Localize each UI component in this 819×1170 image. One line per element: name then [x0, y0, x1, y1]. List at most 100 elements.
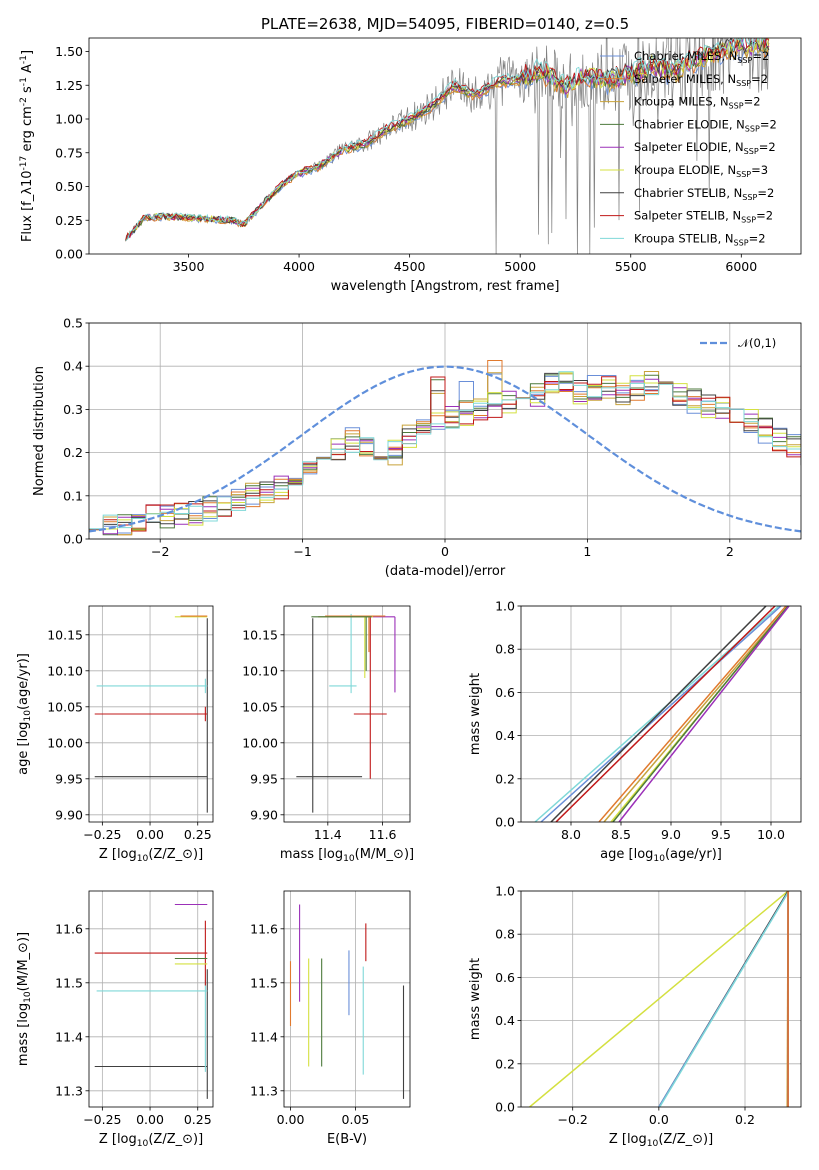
axis-frame	[283, 890, 411, 1108]
label-fragment: =2	[752, 49, 769, 63]
label-fragment: (Z/Z_⊙)]	[658, 1132, 713, 1147]
label-fragment: mass weight	[468, 673, 483, 755]
x-tick-label: 4500	[394, 259, 426, 274]
label-fragment: E(B-V)	[327, 1132, 367, 1147]
axes: 0.00 0.05 11.3 11.4 11.5 11.6 E(B-V)	[250, 890, 411, 1147]
label-fragment: (M/M_⊙)]	[355, 847, 414, 862]
x-tick-label: 0.05	[342, 1112, 370, 1127]
label-fragment: =2	[760, 117, 777, 131]
plot-area	[289, 904, 405, 1099]
weight-line	[555, 606, 776, 822]
grid-lines	[284, 606, 410, 822]
label-fragment: s	[20, 86, 35, 97]
weight-line	[598, 606, 787, 822]
y-tick-label: 0.4	[63, 359, 83, 374]
label-fragment: Normed distribution	[32, 366, 47, 496]
model-spectrum-line	[125, 38, 769, 241]
label-fragment: SSP	[729, 102, 744, 111]
errorbar-point	[94, 920, 208, 986]
legend-entry: 𝒩(0,1)	[738, 336, 776, 350]
x-tick-label: 0	[441, 544, 449, 559]
y-tick-label: 11.4	[55, 1029, 83, 1044]
grid-lines	[89, 891, 213, 1107]
label-fragment: 10	[137, 1139, 149, 1149]
y-tick-label: 0.3	[63, 402, 83, 417]
errorbar-point	[325, 615, 386, 653]
label-fragment: 10	[137, 854, 149, 864]
y-tick-label: 0.0	[63, 532, 83, 547]
legend-entry: Chabrier ELODIE, NSSP=2	[634, 117, 777, 133]
y-axis-label: Normed distribution	[32, 366, 47, 496]
x-tick-label: 0.0	[649, 1112, 669, 1127]
axis-frame	[283, 605, 411, 823]
y-tick-label: 1.0	[495, 884, 515, 899]
y-tick-label: 0.5	[63, 316, 83, 331]
axis-frame	[88, 322, 802, 540]
axes: 11.4 11.6 9.90 9.95 10.00 10.05 10.10 10.15 mass…	[242, 605, 414, 864]
x-tick-label: 8.5	[611, 827, 631, 842]
y-tick-label: 0.0	[495, 1100, 515, 1115]
y-tick-label: 0.50	[55, 179, 83, 194]
label-fragment: Kroupa MILES, N	[634, 95, 729, 109]
y-tick-label: 0.75	[55, 145, 83, 160]
label-fragment: mass [log	[16, 1003, 31, 1066]
y-axis-label: mass [log10(M/M_⊙)]	[16, 932, 33, 1066]
y-tick-label: 0.6	[495, 685, 515, 700]
label-fragment: 10	[343, 854, 355, 864]
x-tick-label: 0.00	[136, 827, 164, 842]
y-tick-label: 0.0	[495, 815, 515, 830]
label-fragment: 𝒩(0,1)	[738, 336, 776, 350]
label-fragment: 10	[653, 854, 665, 864]
x-tick-label: 1	[583, 544, 591, 559]
x-tick-label: 4000	[283, 259, 315, 274]
x-tick-label: 5500	[615, 259, 647, 274]
x-tick-label: −2	[151, 544, 169, 559]
axes: −2 −1 0 1 2 0.0 0.1 0.2 0.3 0.4 0.5 (data-model)/er…	[32, 316, 802, 579]
errorbar-point	[96, 980, 208, 1072]
label-fragment: Chabrier STELIB, N	[634, 186, 742, 200]
errorbar-point	[353, 616, 387, 779]
y-axis-label: mass weight	[468, 958, 483, 1040]
figure-title: PLATE=2638, MJD=54095, FIBERID=0140, z=0…	[261, 15, 629, 33]
label-fragment: =2	[759, 140, 776, 154]
errorbar-point	[296, 618, 363, 813]
label-fragment: 10	[23, 991, 33, 1003]
label-fragment: (M/M_⊙)]	[16, 932, 31, 991]
axes: 8.0 8.5 9.0 9.5 10.0 0.0 0.2 0.4 0.6 0.8 1.0 age [l…	[468, 599, 802, 864]
label-fragment: age [log	[600, 847, 653, 862]
label-fragment: -1	[19, 55, 29, 64]
label-fragment: =2	[751, 72, 768, 86]
y-tick-label: 1.50	[55, 44, 83, 59]
x-tick-label: 9.5	[711, 827, 731, 842]
panel-age-vs-mass: 11.4 11.6 9.90 9.95 10.00 10.05 10.10 10.15 mass…	[242, 605, 414, 864]
y-tick-label: 1.00	[55, 112, 83, 127]
y-axis-label: mass weight	[468, 673, 483, 755]
weight-line	[529, 891, 789, 1107]
axes: −0.25 0.00 0.25 9.90 9.95 10.00 10.05 10.10 10.1…	[16, 605, 214, 864]
label-fragment: =2	[744, 95, 761, 109]
x-tick-label: 3500	[173, 259, 205, 274]
plot-area	[94, 615, 208, 813]
legend-entry: Kroupa STELIB, NSSP=2	[634, 231, 766, 247]
weight-line	[540, 606, 782, 822]
legend-entry: Chabrier STELIB, NSSP=2	[634, 186, 774, 202]
plot-area	[94, 903, 208, 1099]
label-fragment: -2	[19, 97, 29, 106]
plot-area	[89, 360, 801, 536]
x-tick-label: 9.0	[661, 827, 681, 842]
x-tick-label: 0.2	[735, 1112, 755, 1127]
y-tick-label: 11.5	[250, 975, 278, 990]
panel-mass-vs-EBV: 0.00 0.05 11.3 11.4 11.5 11.6 E(B-V)	[250, 890, 411, 1147]
label-fragment: 10	[23, 710, 33, 722]
label-fragment: -17	[19, 155, 29, 170]
label-fragment: (Z/Z_⊙)]	[148, 1132, 203, 1147]
y-tick-label: 0.4	[495, 1013, 515, 1028]
y-tick-label: 10.10	[47, 663, 83, 678]
label-fragment: SSP	[737, 56, 752, 65]
axis-frame	[520, 605, 802, 823]
label-fragment: SSP	[741, 216, 756, 225]
label-fragment: 10	[647, 1139, 659, 1149]
errorbar-point	[94, 706, 208, 722]
